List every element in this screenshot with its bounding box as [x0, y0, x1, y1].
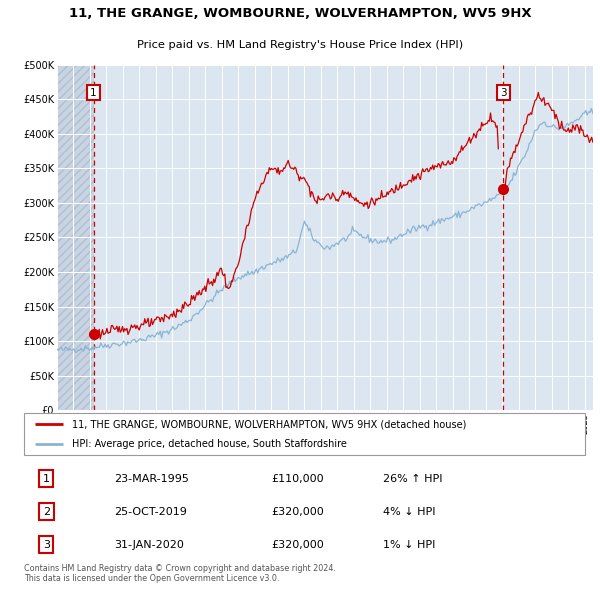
Text: 4% ↓ HPI: 4% ↓ HPI: [383, 507, 436, 517]
Text: 11, THE GRANGE, WOMBOURNE, WOLVERHAMPTON, WV5 9HX (detached house): 11, THE GRANGE, WOMBOURNE, WOLVERHAMPTON…: [71, 419, 466, 430]
Text: 25-OCT-2019: 25-OCT-2019: [114, 507, 187, 517]
Text: 26% ↑ HPI: 26% ↑ HPI: [383, 474, 443, 484]
Text: Price paid vs. HM Land Registry's House Price Index (HPI): Price paid vs. HM Land Registry's House …: [137, 40, 463, 50]
Text: 23-MAR-1995: 23-MAR-1995: [114, 474, 188, 484]
Text: 11, THE GRANGE, WOMBOURNE, WOLVERHAMPTON, WV5 9HX: 11, THE GRANGE, WOMBOURNE, WOLVERHAMPTON…: [68, 7, 532, 20]
FancyBboxPatch shape: [24, 413, 585, 455]
Text: Contains HM Land Registry data © Crown copyright and database right 2024.
This d: Contains HM Land Registry data © Crown c…: [24, 564, 336, 584]
Text: £320,000: £320,000: [271, 540, 323, 550]
Text: 2: 2: [43, 507, 50, 517]
Text: £320,000: £320,000: [271, 507, 323, 517]
Text: £110,000: £110,000: [271, 474, 323, 484]
Text: HPI: Average price, detached house, South Staffordshire: HPI: Average price, detached house, Sout…: [71, 439, 347, 449]
Text: 1: 1: [90, 87, 97, 97]
Text: 1% ↓ HPI: 1% ↓ HPI: [383, 540, 436, 550]
Text: 31-JAN-2020: 31-JAN-2020: [114, 540, 184, 550]
Text: 3: 3: [500, 87, 507, 97]
Bar: [57, 65, 94, 410]
Text: 1: 1: [43, 474, 50, 484]
Text: 3: 3: [43, 540, 50, 550]
